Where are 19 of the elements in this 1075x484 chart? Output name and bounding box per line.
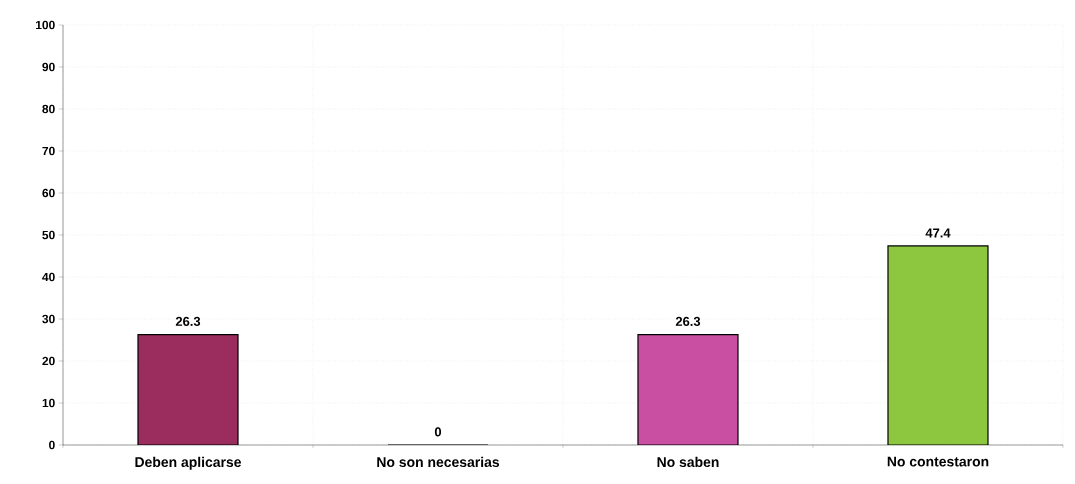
y-tick-label: 20 — [42, 356, 55, 366]
y-tick-label: 80 — [42, 104, 55, 114]
y-tick-label: 10 — [42, 398, 55, 408]
y-tick-label: 50 — [42, 230, 55, 240]
y-tick-label: 90 — [42, 62, 55, 72]
y-tick-label: 30 — [42, 314, 55, 324]
data-label: 47.4 — [925, 228, 951, 238]
y-tick-label: 70 — [42, 146, 55, 156]
x-tick-label: No saben — [657, 456, 719, 468]
y-tick-label: 100 — [36, 20, 55, 30]
x-tick-label: Deben aplicarse — [135, 456, 241, 470]
data-label: 0 — [434, 427, 442, 437]
x-tick-label: No son necesarias — [377, 456, 500, 468]
y-tick-label: 0 — [49, 440, 55, 450]
y-tick-label: 60 — [42, 188, 55, 198]
data-label: 26.3 — [675, 316, 701, 327]
data-label: 26.3 — [175, 316, 201, 327]
x-tick-label: No contestaron — [887, 456, 989, 467]
y-tick-label: 40 — [42, 272, 55, 282]
